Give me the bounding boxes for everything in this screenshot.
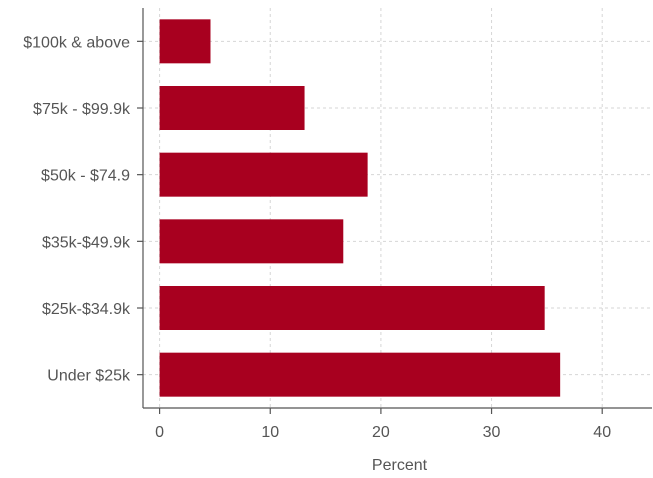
tick-labels: 0 10 20 30 40 $100k & above $75k - $99.9k $50k … — [23, 34, 611, 441]
x-tick-label-1: 10 — [261, 424, 279, 441]
bars — [159, 19, 561, 397]
bar-5 — [159, 352, 561, 397]
x-axis-title: Percent — [372, 457, 428, 474]
axes — [137, 8, 652, 414]
grid — [143, 8, 652, 408]
y-tick-label-0: $100k & above — [23, 34, 130, 51]
bar-2 — [159, 152, 368, 197]
x-tick-label-0: 0 — [155, 424, 164, 441]
y-tick-label-4: $25k-$34.9k — [42, 301, 131, 318]
bar-1 — [159, 86, 305, 130]
y-tick-label-5: Under $25k — [47, 368, 131, 385]
bar-0 — [159, 19, 211, 64]
y-tick-label-3: $35k-$49.9k — [42, 234, 131, 251]
x-tick-label-4: 40 — [593, 424, 611, 441]
y-tick-label-2: $50k - $74.9 — [41, 168, 130, 185]
bar-4 — [159, 286, 545, 330]
y-tick-label-1: $75k - $99.9k — [33, 101, 131, 118]
bar-3 — [159, 219, 344, 264]
x-tick-label-2: 20 — [372, 424, 390, 441]
x-tick-label-3: 30 — [483, 424, 501, 441]
